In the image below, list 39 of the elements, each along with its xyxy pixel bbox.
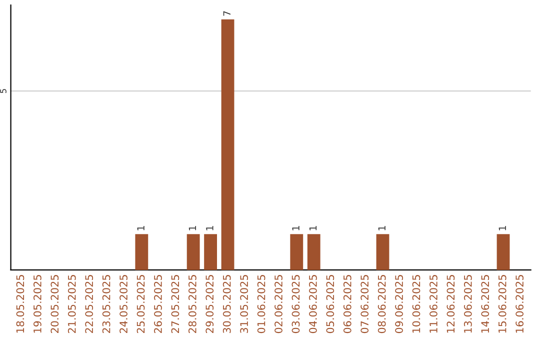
x-tick-label: 01.06.2025	[257, 275, 266, 334]
x-tick-label: 27.05.2025	[171, 275, 180, 334]
x-tick-label: 07.06.2025	[360, 275, 369, 334]
data-label: 1	[188, 226, 196, 230]
x-tick-label: 21.05.2025	[68, 275, 76, 334]
x-tick-label: 22.05.2025	[85, 275, 94, 334]
y-tick-label: 5	[0, 89, 6, 94]
x-tick-label: 16.06.2025	[516, 275, 524, 333]
x-tick-label: 24.05.2025	[120, 275, 128, 334]
data-label: 1	[498, 226, 506, 230]
x-tick-label: 14.06.2025	[481, 275, 490, 333]
x-tick-label: 19.05.2025	[33, 275, 42, 333]
x-tick-label: 11.06.2025	[430, 275, 438, 333]
x-tick-label: 10.06.2025	[412, 275, 420, 333]
data-label: 7	[223, 11, 230, 16]
data-label: 1	[137, 226, 144, 230]
data-label: 1	[206, 226, 214, 230]
x-tick-label: 13.06.2025	[464, 275, 472, 333]
data-label: 1	[309, 226, 317, 230]
x-tick-label: 30.05.2025	[222, 275, 231, 333]
x-tick-label: 09.06.2025	[395, 275, 403, 334]
x-tick-label: 18.05.2025	[16, 275, 24, 333]
x-tick-label: 15.06.2025	[498, 275, 506, 333]
data-label: 1	[378, 226, 386, 230]
x-tick-label: 29.05.2025	[206, 275, 214, 334]
x-tick-label: 31.05.2025	[240, 275, 248, 333]
x-tick-label: 23.05.2025	[102, 275, 110, 334]
x-tick-label: 05.06.2025	[326, 275, 334, 334]
x-tick-label: 08.06.2025	[378, 275, 386, 334]
x-tick-label: 12.06.2025	[446, 275, 455, 333]
data-label: 1	[292, 226, 300, 230]
x-tick-label: 02.06.2025	[274, 275, 282, 334]
x-tick-label: 03.06.2025	[292, 275, 300, 334]
x-tick-label: 20.05.2025	[50, 275, 59, 334]
x-tick-label: 04.06.2025	[309, 275, 317, 334]
x-tick-label: 06.06.2025	[343, 275, 352, 334]
x-tick-label: 26.05.2025	[154, 275, 162, 334]
x-tick-label: 28.05.2025	[188, 275, 196, 334]
x-tick-label: 25.05.2025	[136, 275, 145, 334]
